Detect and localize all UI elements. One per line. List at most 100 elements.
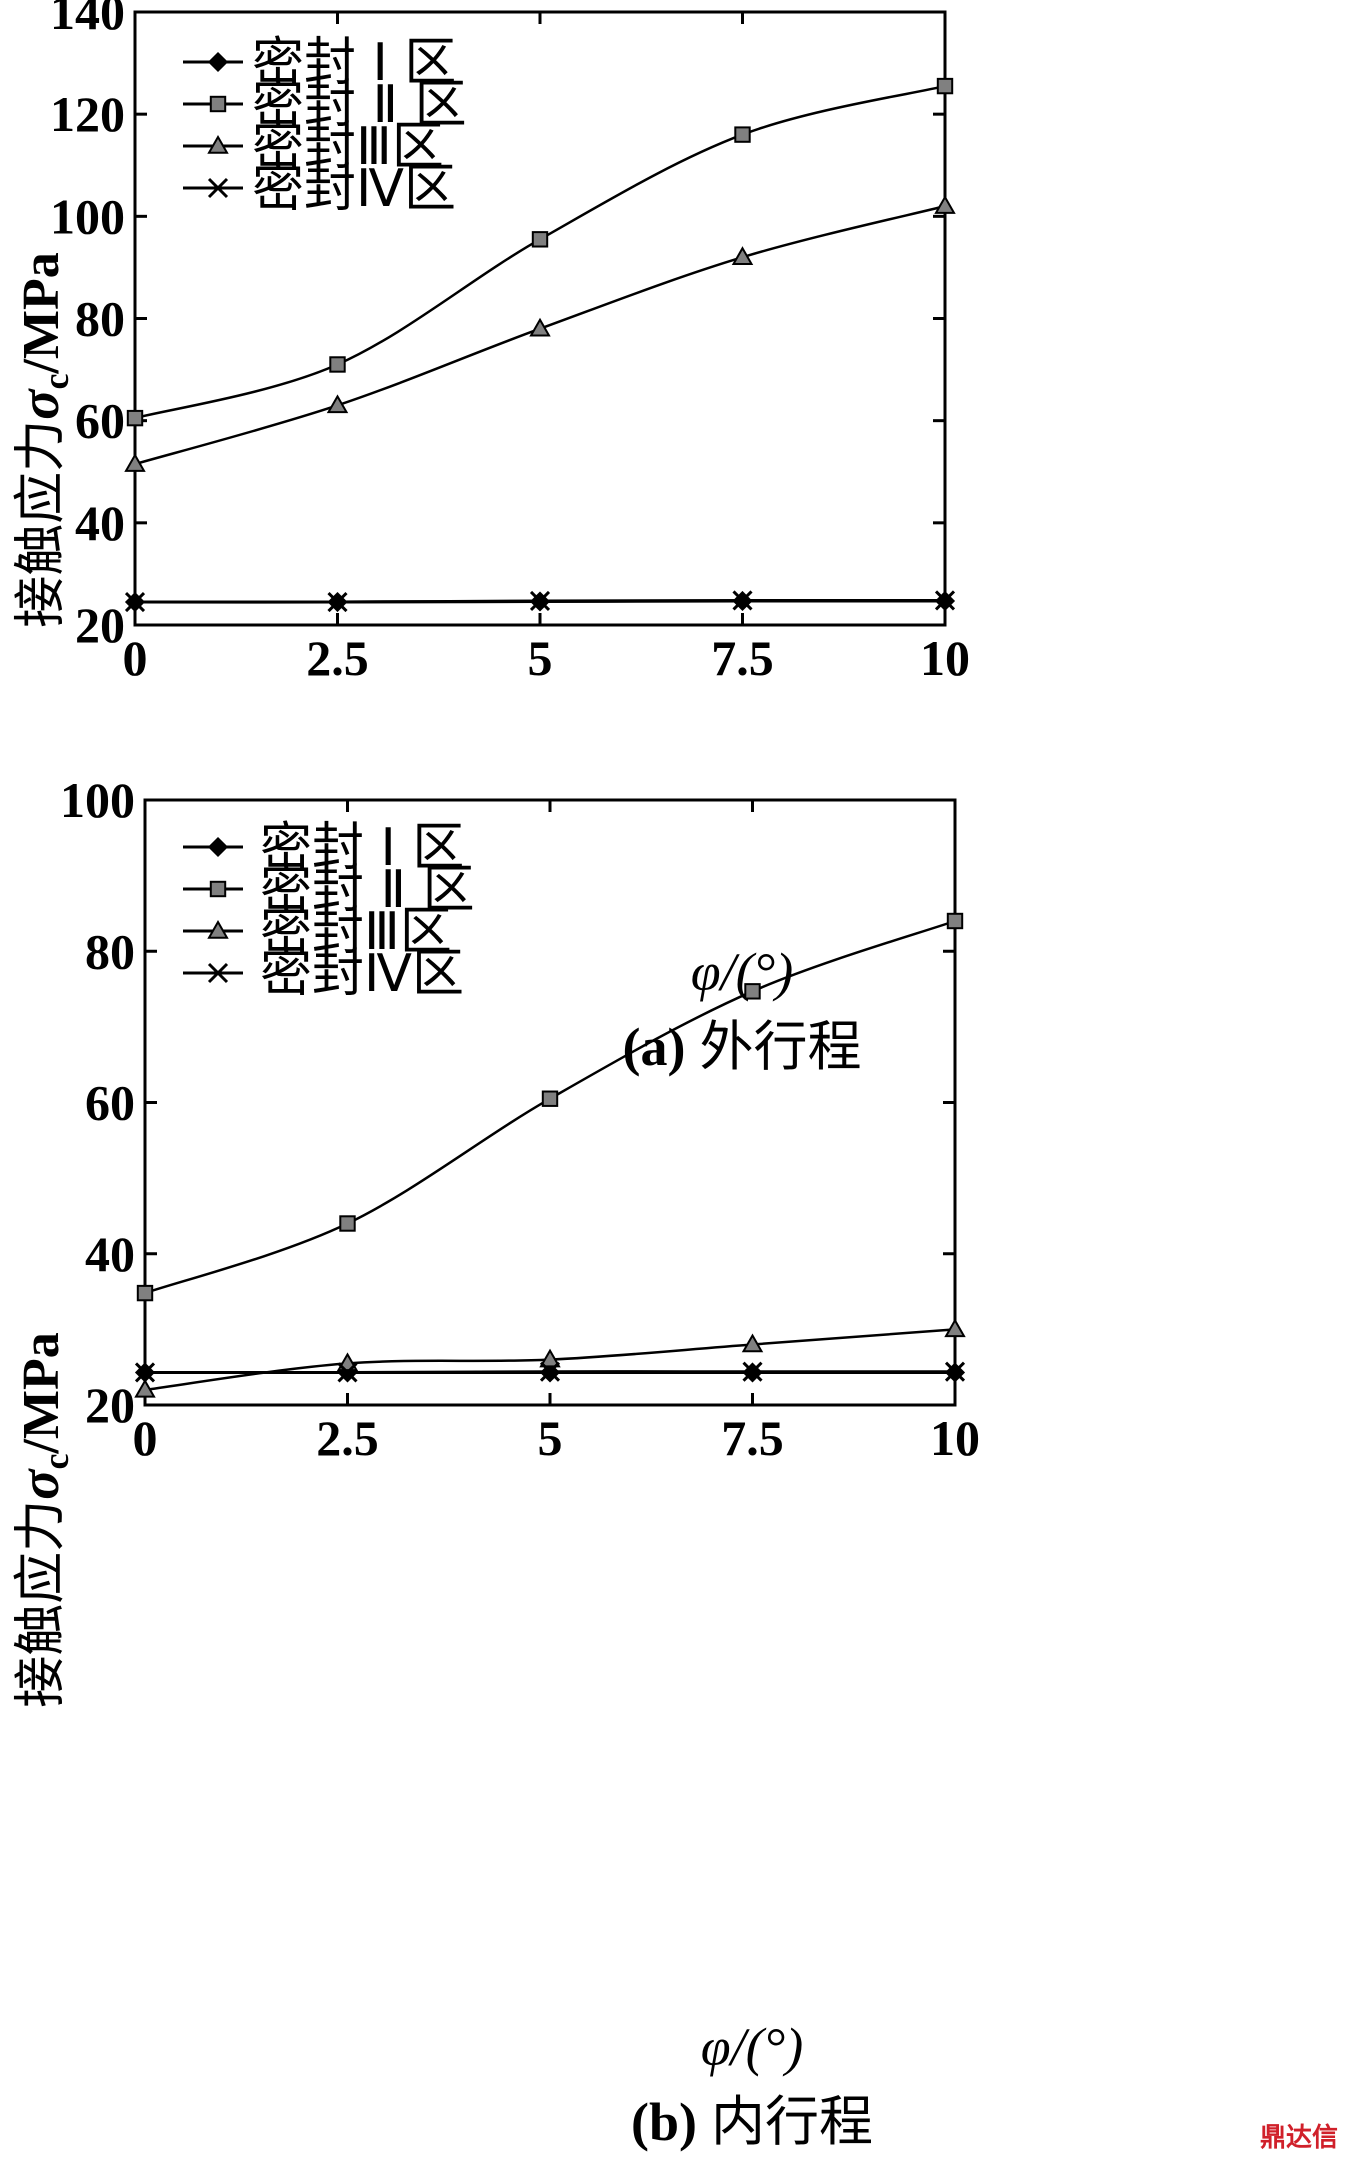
y-axis-label: 接触应力σc/MPa: [9, 1332, 76, 1707]
chart-b-inner-stroke: 20 40 60 80 100 0 2.5 5 7.5 10 密封 Ⅰ 区密封 Ⅱ 区密封Ⅲ区密…: [9, 772, 980, 2153]
x-tick-label: 2.5: [316, 1410, 379, 1466]
y-tick-label: 60: [75, 393, 125, 449]
data-point: [539, 1361, 561, 1382]
y-tick-label: 40: [85, 1226, 135, 1282]
legend-label: 密封 Ⅰ 区: [252, 33, 456, 93]
legend-label: 密封 Ⅰ 区: [260, 818, 464, 878]
series-2: [126, 77, 954, 427]
data-point: [134, 1378, 156, 1398]
legend-marker: [209, 880, 227, 898]
data-point: [136, 1284, 154, 1302]
data-point: [327, 591, 348, 613]
y-axis-label: 接触应力σc/MPa: [9, 252, 76, 627]
x-tick-label: 10: [920, 630, 970, 686]
caption-b-text: 内行程: [711, 2090, 873, 2153]
data-point: [126, 409, 144, 427]
ylabel-unit: /MPa: [13, 1332, 70, 1454]
x-ticks: 0 2.5 5 7.5 10: [123, 12, 970, 686]
x-ticks: 0 2.5 5 7.5 10: [133, 800, 980, 1466]
x-tick-label: 0: [123, 630, 148, 686]
data-point: [541, 1090, 559, 1107]
ylabel-symbol: σ: [9, 1468, 71, 1500]
caption-a: (a) 外行程: [623, 1015, 862, 1078]
data-point: [337, 1362, 358, 1383]
data-point: [529, 590, 551, 612]
legend-marker: [209, 95, 227, 113]
chart-a-outer-stroke: 20 40 60 80 100 120 140 0 2.5 5 7.5 10 密封 Ⅰ 区密封 Ⅱ …: [9, 0, 970, 1078]
data-point: [944, 1318, 966, 1338]
data-point: [326, 394, 349, 414]
y-tick-label: 100: [50, 188, 125, 244]
y-tick-label: 80: [85, 923, 135, 979]
y-ticks: 20 40 60 80 100: [60, 772, 955, 1433]
data-point: [124, 453, 146, 472]
y-tick-label: 100: [60, 772, 135, 828]
series-2: [136, 912, 964, 1302]
data-point: [339, 1215, 356, 1232]
series-lines: [134, 912, 966, 1398]
data-point: [124, 591, 146, 613]
x-tick-label: 5: [528, 630, 553, 686]
data-point: [741, 1333, 764, 1353]
data-point: [731, 246, 754, 265]
data-point: [732, 590, 753, 611]
caption-a-label: (a): [623, 1017, 686, 1077]
legend-entry: 密封 Ⅰ 区: [183, 33, 456, 93]
data-point: [934, 590, 956, 611]
data-point: [529, 317, 551, 337]
legend-entry: 密封 Ⅱ 区: [183, 75, 467, 135]
legend-marker: [207, 919, 229, 939]
ylabel-subscript: c: [36, 374, 76, 390]
series-4: [134, 1361, 966, 1383]
data-point: [936, 77, 954, 95]
y-tick-label: 140: [50, 0, 125, 40]
legend-entry: 密封Ⅳ区: [183, 944, 464, 1004]
series-lines: [124, 77, 956, 613]
watermark-logo: 鼎达信: [1259, 2123, 1338, 2153]
legend-marker: [207, 51, 229, 73]
ylabel-symbol: σ: [9, 388, 71, 420]
data-point: [134, 1362, 156, 1383]
y-tick-label: 20: [85, 1377, 135, 1433]
series-4: [124, 590, 956, 613]
legend-entry: 密封Ⅳ区: [183, 159, 456, 219]
legend-entry: 密封Ⅲ区: [183, 902, 452, 962]
data-point: [742, 1361, 763, 1382]
legend-label: 密封 Ⅱ 区: [260, 860, 475, 920]
y-tick-label: 80: [75, 291, 125, 347]
x-axis-label: φ/(°): [701, 2017, 803, 2077]
legend-label: 密封 Ⅱ 区: [252, 75, 467, 135]
x-tick-label: 7.5: [721, 1410, 784, 1466]
legend-marker: [207, 177, 229, 199]
data-point: [531, 231, 549, 248]
data-point: [946, 912, 964, 930]
legend-label: 密封Ⅳ区: [252, 159, 456, 219]
x-tick-label: 0: [133, 1410, 158, 1466]
legend-label: 密封Ⅳ区: [260, 944, 464, 1004]
legend-marker: [207, 836, 229, 858]
ylabel-unit: /MPa: [13, 252, 70, 374]
x-tick-label: 10: [930, 1410, 980, 1466]
caption-b: (b) 内行程: [631, 2090, 873, 2153]
x-axis-label: φ/(°): [691, 942, 793, 1002]
data-point: [329, 356, 346, 373]
legend-entry: 密封Ⅲ区: [183, 117, 444, 177]
data-point: [539, 1348, 561, 1368]
series-3: [134, 1318, 966, 1398]
legend-marker: [207, 134, 229, 154]
y-tick-label: 120: [50, 86, 125, 142]
legend-marker: [207, 962, 229, 984]
ylabel-main: 接触应力: [11, 1500, 71, 1708]
x-tick-label: 7.5: [711, 630, 774, 686]
series-3: [124, 195, 956, 472]
data-point: [934, 195, 956, 214]
caption-b-label: (b): [631, 2092, 697, 2152]
x-tick-label: 5: [538, 1410, 563, 1466]
legend-label: 密封Ⅲ区: [260, 902, 452, 962]
data-point: [944, 1361, 966, 1382]
caption-a-text: 外行程: [699, 1015, 861, 1078]
y-tick-label: 20: [75, 597, 125, 653]
